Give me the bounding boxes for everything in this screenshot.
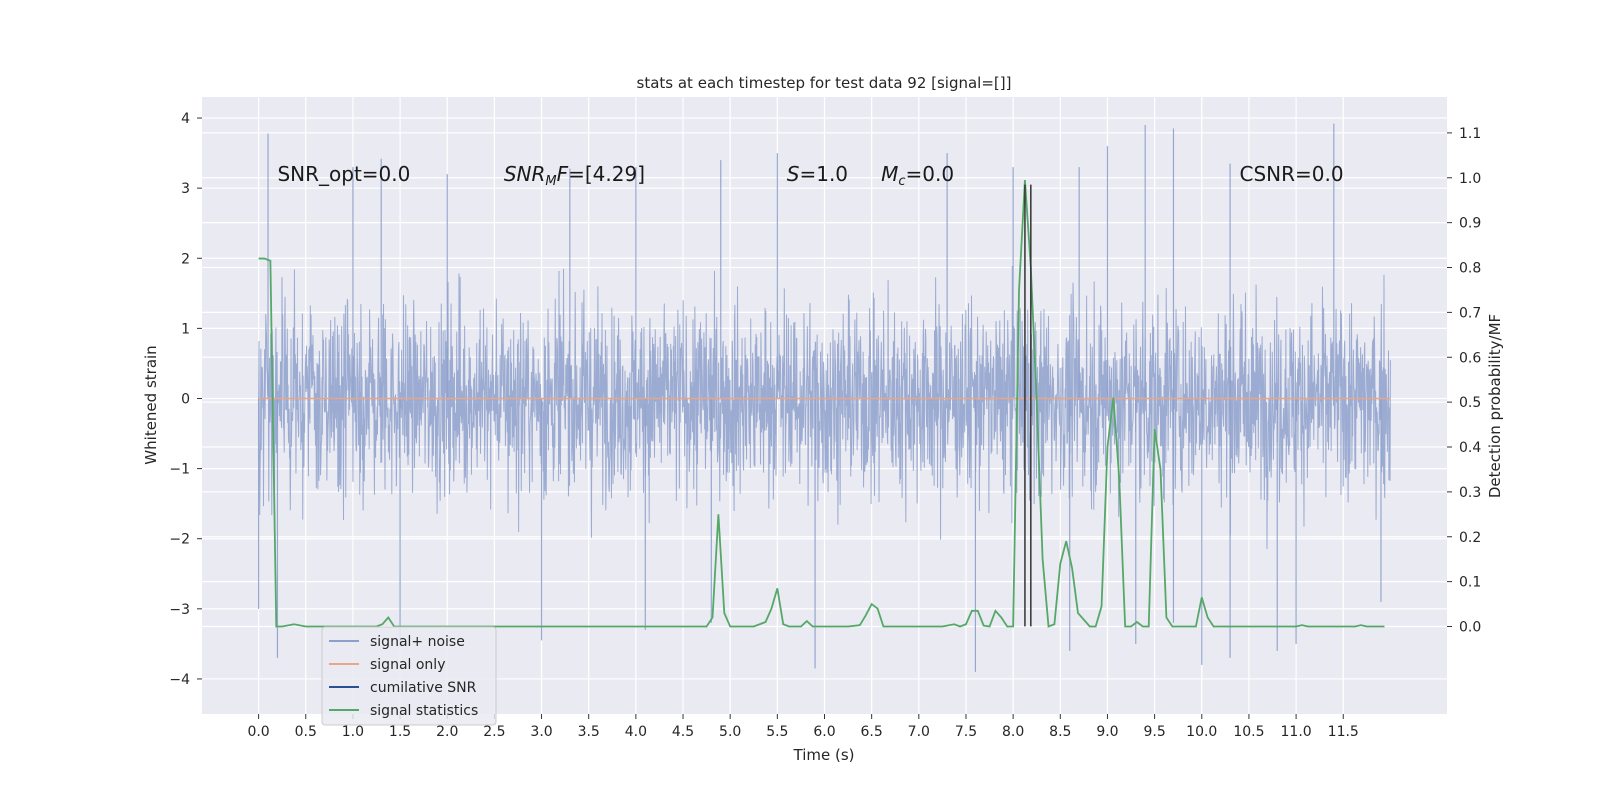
- x-tick-label: 0.0: [247, 724, 269, 740]
- y-tick-label-left: −3: [169, 602, 190, 618]
- y-tick-label-left: −4: [169, 672, 190, 688]
- y-tick-label-right: 0.2: [1459, 530, 1481, 546]
- series-signal-noise: [257, 123, 1391, 672]
- y-tick-label-left: 0: [181, 391, 190, 407]
- y-tick-label-right: 0.7: [1459, 305, 1481, 321]
- x-tick-label: 3.5: [578, 724, 600, 740]
- axis-ticks: 0.0 0.5 1.0 1.5 2.0 2.5 3.0 3.5 4.0 4.5 5.0 5.5 6.0 6…: [169, 111, 1481, 740]
- y-tick-label-right: 1.0: [1459, 171, 1481, 187]
- annotation-s: S=1.0: [787, 162, 848, 186]
- x-tick-label: 8.0: [1002, 724, 1024, 740]
- y-tick-label-right: 0.3: [1459, 485, 1481, 501]
- x-tick-label: 5.0: [719, 724, 741, 740]
- x-tick-label: 2.0: [436, 724, 458, 740]
- y-tick-label-right: 0.4: [1459, 440, 1481, 456]
- legend-label-snr: cumilative SNR: [370, 680, 477, 696]
- y-tick-label-right: 1.1: [1459, 126, 1481, 142]
- y-axis-label-right: Detection probability/MF: [1486, 314, 1504, 498]
- y-tick-label-right: 0.8: [1459, 261, 1481, 277]
- y-tick-label-right: 0.1: [1459, 575, 1481, 591]
- x-tick-label: 4.0: [625, 724, 647, 740]
- legend-label-noise: signal+ noise: [370, 634, 465, 650]
- annotation-csnr: CSNR=0.0: [1240, 162, 1344, 186]
- y-tick-label-right: 0.5: [1459, 395, 1481, 411]
- x-tick-label: 11.0: [1281, 724, 1312, 740]
- x-tick-label: 1.0: [342, 724, 364, 740]
- x-tick-label: 9.5: [1143, 724, 1165, 740]
- x-tick-label: 7.0: [908, 724, 930, 740]
- vertical-markers: [1024, 184, 1032, 627]
- annotation-mc: Mc=0.0: [881, 162, 954, 189]
- x-tick-label: 10.5: [1233, 724, 1264, 740]
- x-tick-label: 6.5: [861, 724, 883, 740]
- x-axis-label: Time (s): [793, 746, 855, 764]
- x-tick-label: 1.5: [389, 724, 411, 740]
- annotations: SNR_opt=0.0 SNRMF=[4.29] S=1.0 Mc=0.0 CS…: [277, 162, 1343, 189]
- y-tick-label-right: 0.9: [1459, 216, 1481, 232]
- y-tick-label-left: −1: [169, 462, 190, 478]
- x-tick-label: 4.5: [672, 724, 694, 740]
- x-tick-label: 7.5: [955, 724, 977, 740]
- chart-title: stats at each timestep for test data 92 …: [637, 74, 1012, 92]
- legend-label-stats: signal statistics: [370, 703, 478, 719]
- x-tick-label: 10.0: [1186, 724, 1217, 740]
- annotation-snr-opt: SNR_opt=0.0: [277, 162, 410, 186]
- y-tick-label-left: 4: [181, 111, 190, 127]
- y-tick-label-left: −2: [169, 532, 190, 548]
- annotation-snr-mf: SNRMF=[4.29]: [504, 162, 645, 189]
- legend-label-signal: signal only: [370, 657, 445, 673]
- y-axis-label-left: Whitened strain: [142, 345, 160, 464]
- y-tick-label-left: 3: [181, 181, 190, 197]
- y-tick-label-right: 0.6: [1459, 350, 1481, 366]
- legend-box: [321, 626, 497, 726]
- y-tick-label-left: 2: [181, 251, 190, 267]
- x-tick-label: 11.5: [1328, 724, 1359, 740]
- y-tick-label-right: 0.0: [1459, 619, 1481, 635]
- x-tick-label: 8.5: [1049, 724, 1071, 740]
- signal-statistics-line: [258, 179, 1385, 628]
- x-tick-label: 3.0: [530, 724, 552, 740]
- x-tick-label: 2.5: [483, 724, 505, 740]
- x-tick-label: 9.0: [1096, 724, 1118, 740]
- x-tick-label: 6.0: [813, 724, 835, 740]
- series-signal-statistics: [258, 179, 1385, 628]
- y-tick-label-left: 1: [181, 321, 190, 337]
- x-tick-label: 5.5: [766, 724, 788, 740]
- legend: signal+ noise signal only cumilative SNR…: [321, 626, 497, 726]
- x-tick-label: 0.5: [295, 724, 317, 740]
